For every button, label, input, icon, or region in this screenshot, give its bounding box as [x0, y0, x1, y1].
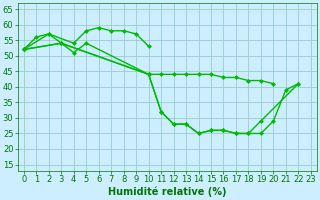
X-axis label: Humidité relative (%): Humidité relative (%) [108, 187, 227, 197]
